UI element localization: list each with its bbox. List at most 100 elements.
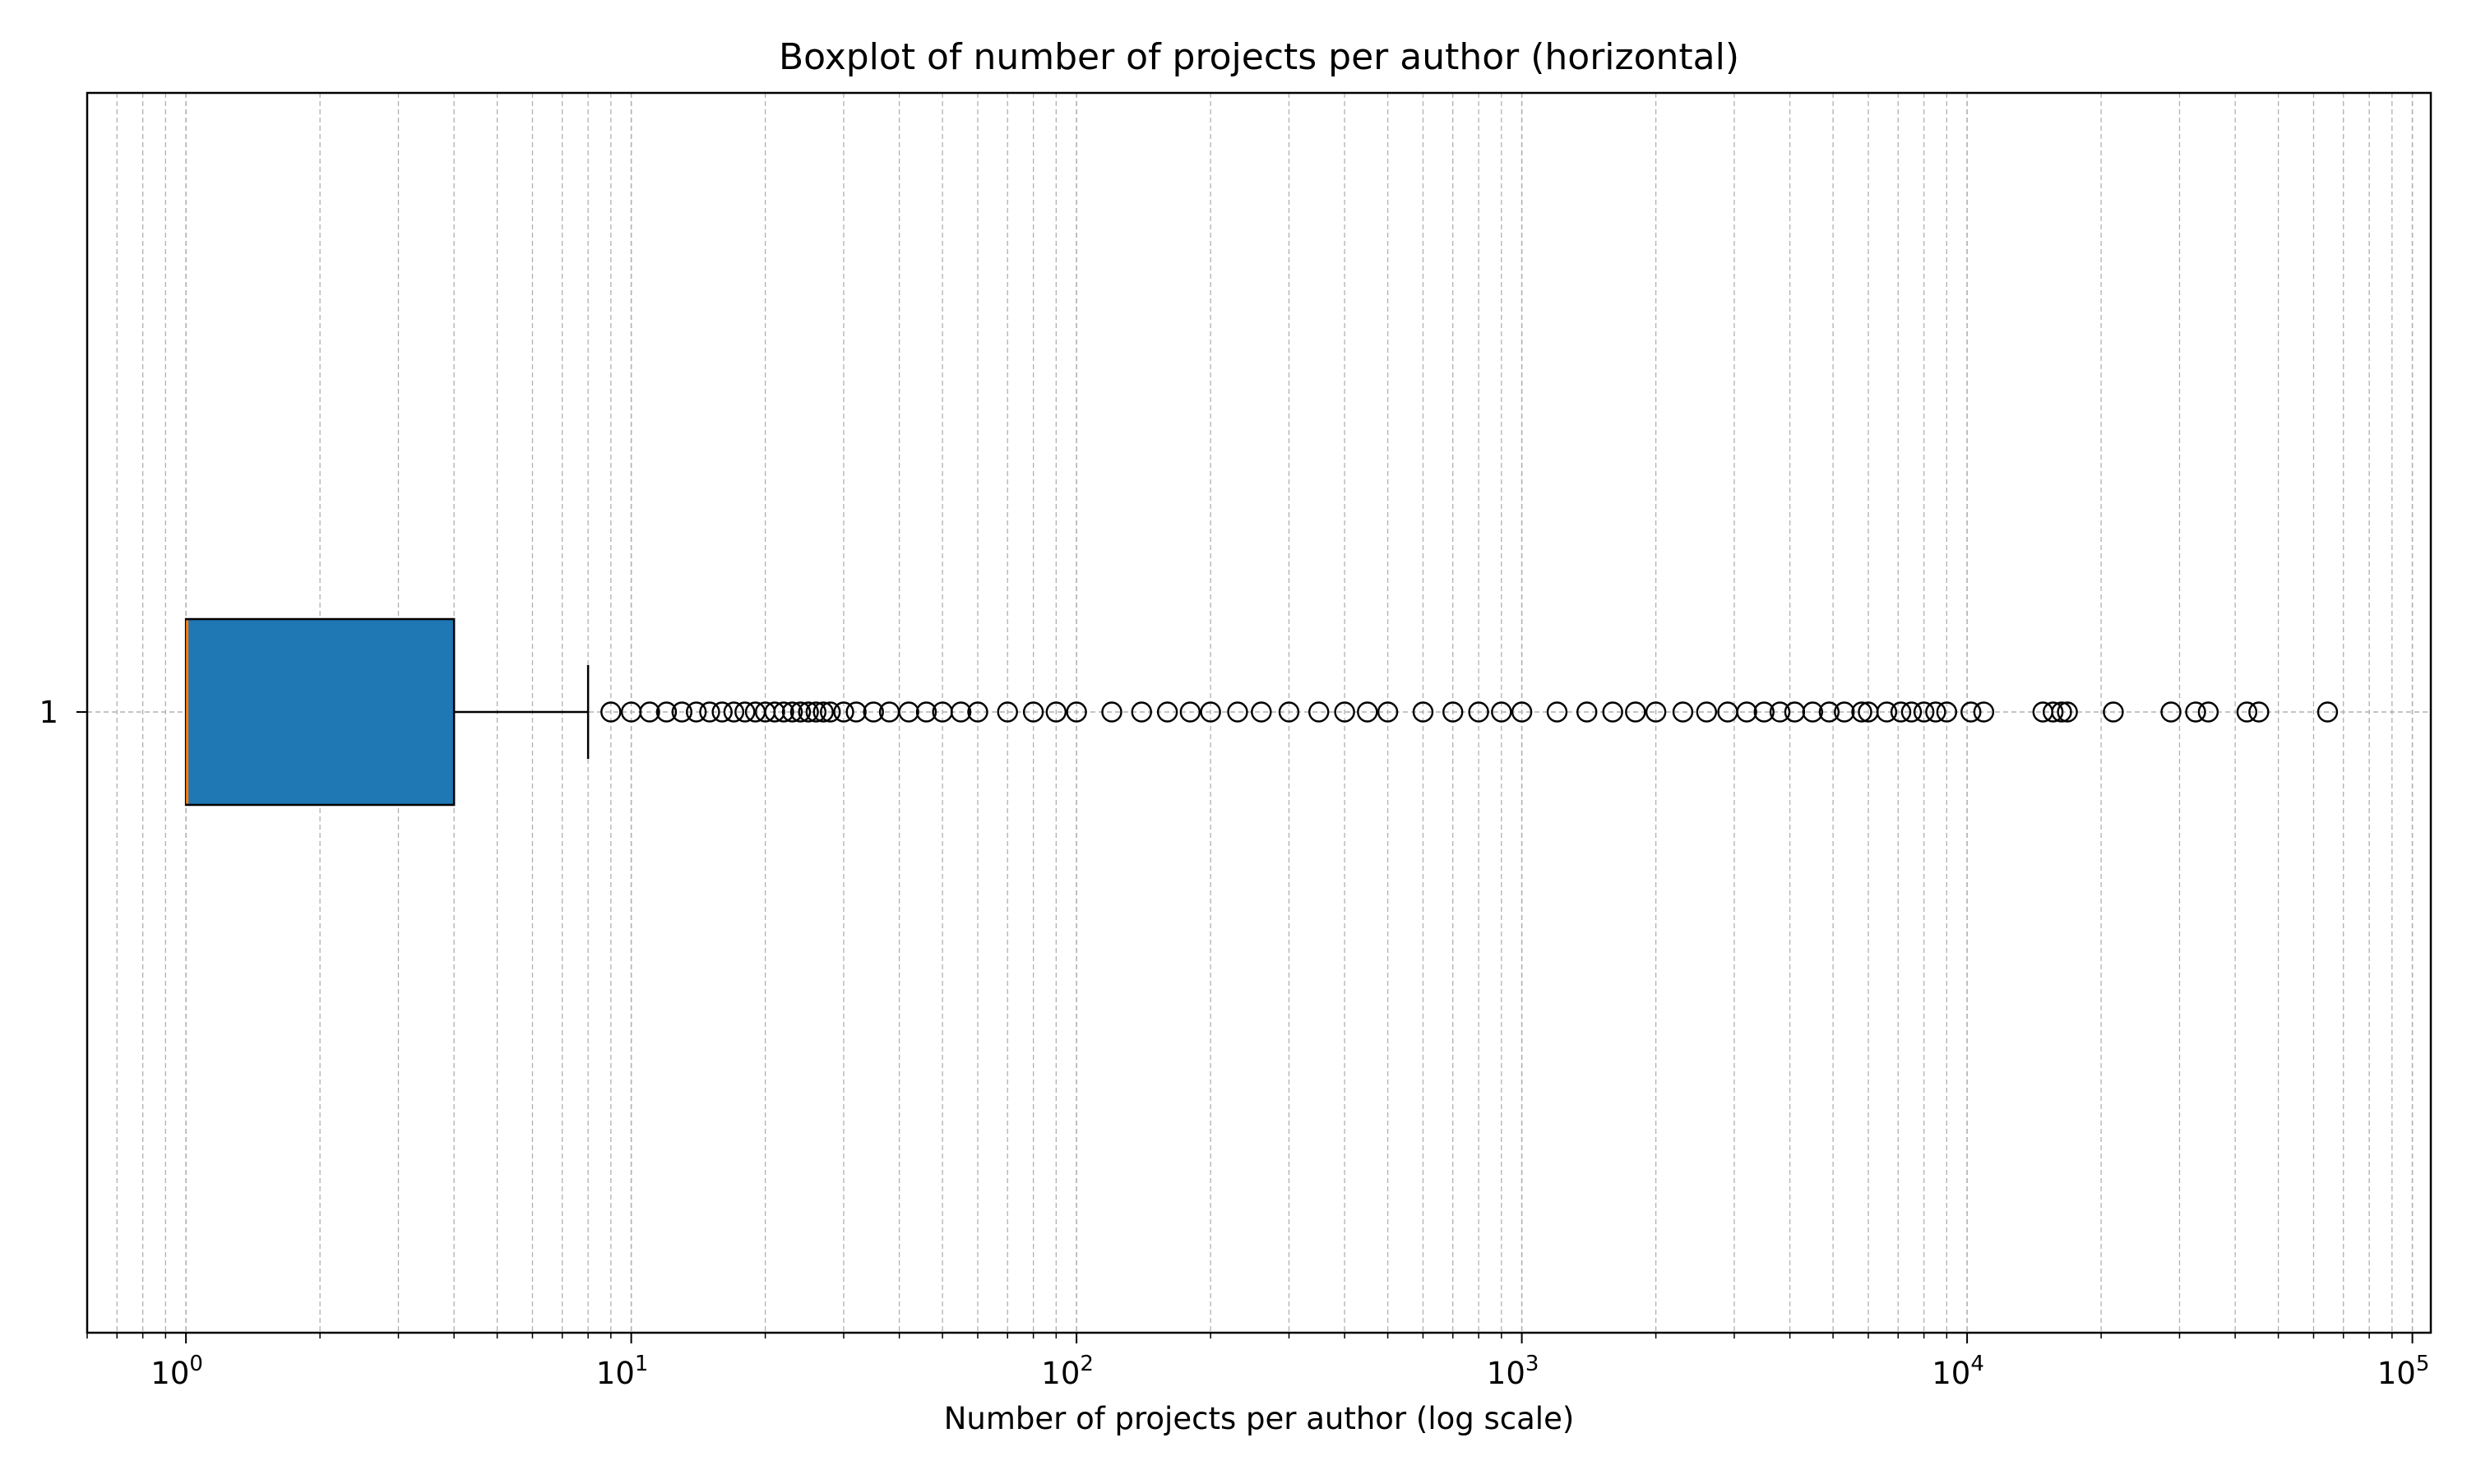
outlier-point: [2197, 701, 2219, 723]
outlier-point: [1818, 701, 1840, 723]
outlier-point: [898, 701, 919, 723]
outlier-point: [1131, 701, 1152, 723]
outlier-point: [2057, 701, 2078, 723]
outlier-point: [812, 701, 834, 723]
outlier-point: [639, 701, 660, 723]
outlier-point: [1334, 701, 1355, 723]
x-tick-label: 100: [150, 1352, 203, 1391]
outlier-point: [699, 701, 720, 723]
outlier-point: [1834, 701, 1855, 723]
outlier-point: [798, 701, 819, 723]
outlier-point: [1412, 701, 1434, 723]
outlier-point: [1696, 701, 1718, 723]
x-tick-label-exponent: 2: [1080, 1352, 1094, 1376]
outlier-point: [1227, 701, 1248, 723]
outlier-point: [1576, 701, 1598, 723]
outlier-point: [1960, 701, 1982, 723]
chart-title: Boxplot of number of projects per author…: [779, 36, 1739, 78]
outlier-point: [1066, 701, 1087, 723]
outlier-point: [723, 701, 745, 723]
x-tick-label-base: 10: [1041, 1356, 1080, 1391]
outlier-point: [671, 701, 693, 723]
outlier-points: [600, 701, 2339, 723]
outlier-point: [1251, 701, 1272, 723]
outlier-point: [781, 701, 803, 723]
outlier-point: [1278, 701, 1300, 723]
interquartile-box: [184, 617, 456, 807]
x-tick-label: 105: [2377, 1352, 2430, 1391]
outlier-point: [734, 701, 756, 723]
outlier-point: [950, 701, 972, 723]
outlier-point: [1672, 701, 1694, 723]
outlier-point: [1602, 701, 1623, 723]
outlier-point: [1442, 701, 1464, 723]
x-tick-label: 103: [1487, 1352, 1539, 1391]
outlier-point: [2236, 701, 2258, 723]
outlier-point: [1625, 701, 1646, 723]
x-tick-label: 101: [596, 1352, 649, 1391]
outlier-point: [1769, 701, 1791, 723]
outlier-point: [1468, 701, 1489, 723]
x-tick-label-base: 10: [1487, 1356, 1525, 1391]
outlier-point: [1022, 701, 1044, 723]
outlier-point: [773, 701, 794, 723]
outlier-point: [2042, 701, 2064, 723]
x-tick-label: 102: [1041, 1352, 1094, 1391]
outlier-point: [805, 701, 827, 723]
x-tick-label: 104: [1932, 1352, 1984, 1391]
x-tick-label-base: 10: [1932, 1356, 1970, 1391]
outlier-point: [1357, 701, 1378, 723]
outlier-point: [764, 701, 785, 723]
x-tick-label-base: 10: [596, 1356, 635, 1391]
x-tick-label-exponent: 3: [1525, 1352, 1539, 1376]
x-axis-label: Number of projects per author (log scale…: [944, 1401, 1575, 1436]
outlier-point: [1936, 701, 1958, 723]
outlier-point: [1377, 701, 1399, 723]
outlier-point: [2248, 701, 2270, 723]
outlier-point: [1890, 701, 1912, 723]
outlier-point: [711, 701, 733, 723]
outlier-point: [1973, 701, 1995, 723]
outlier-point: [1913, 701, 1935, 723]
outlier-point: [863, 701, 884, 723]
outlier-point: [1511, 701, 1533, 723]
outlier-point: [845, 701, 867, 723]
outlier-point: [1753, 701, 1775, 723]
outlier-point: [997, 701, 1018, 723]
outlier-point: [1645, 701, 1667, 723]
boxplot-series: [184, 617, 590, 807]
outlier-point: [1200, 701, 1221, 723]
x-tick-label-exponent: 5: [2416, 1352, 2430, 1376]
y-tick-label: 1: [39, 695, 58, 730]
outlier-point: [1546, 701, 1568, 723]
outlier-point: [686, 701, 707, 723]
grid-lines: [86, 93, 2431, 1333]
x-tick-label-base: 10: [2377, 1356, 2416, 1391]
outlier-point: [1156, 701, 1178, 723]
outlier-point: [1308, 701, 1330, 723]
outlier-point: [1802, 701, 1824, 723]
outlier-point: [833, 701, 854, 723]
outlier-point: [967, 701, 988, 723]
outlier-point: [1736, 701, 1757, 723]
x-tick-label-exponent: 0: [189, 1352, 203, 1376]
x-tick-label-base: 10: [150, 1356, 189, 1391]
outlier-point: [1925, 701, 1946, 723]
outlier-point: [915, 701, 937, 723]
outlier-point: [820, 701, 841, 723]
outlier-point: [789, 701, 812, 723]
outlier-point: [2103, 701, 2124, 723]
outlier-point: [2185, 701, 2206, 723]
outlier-point: [1900, 701, 1923, 723]
outlier-point: [1179, 701, 1201, 723]
outlier-point: [1876, 701, 1898, 723]
outlier-point: [655, 701, 678, 723]
outlier-point: [2160, 701, 2182, 723]
x-tick-label-exponent: 4: [1970, 1352, 1984, 1376]
outlier-point: [2317, 701, 2339, 723]
outlier-point: [600, 701, 622, 723]
outlier-point: [1101, 701, 1122, 723]
